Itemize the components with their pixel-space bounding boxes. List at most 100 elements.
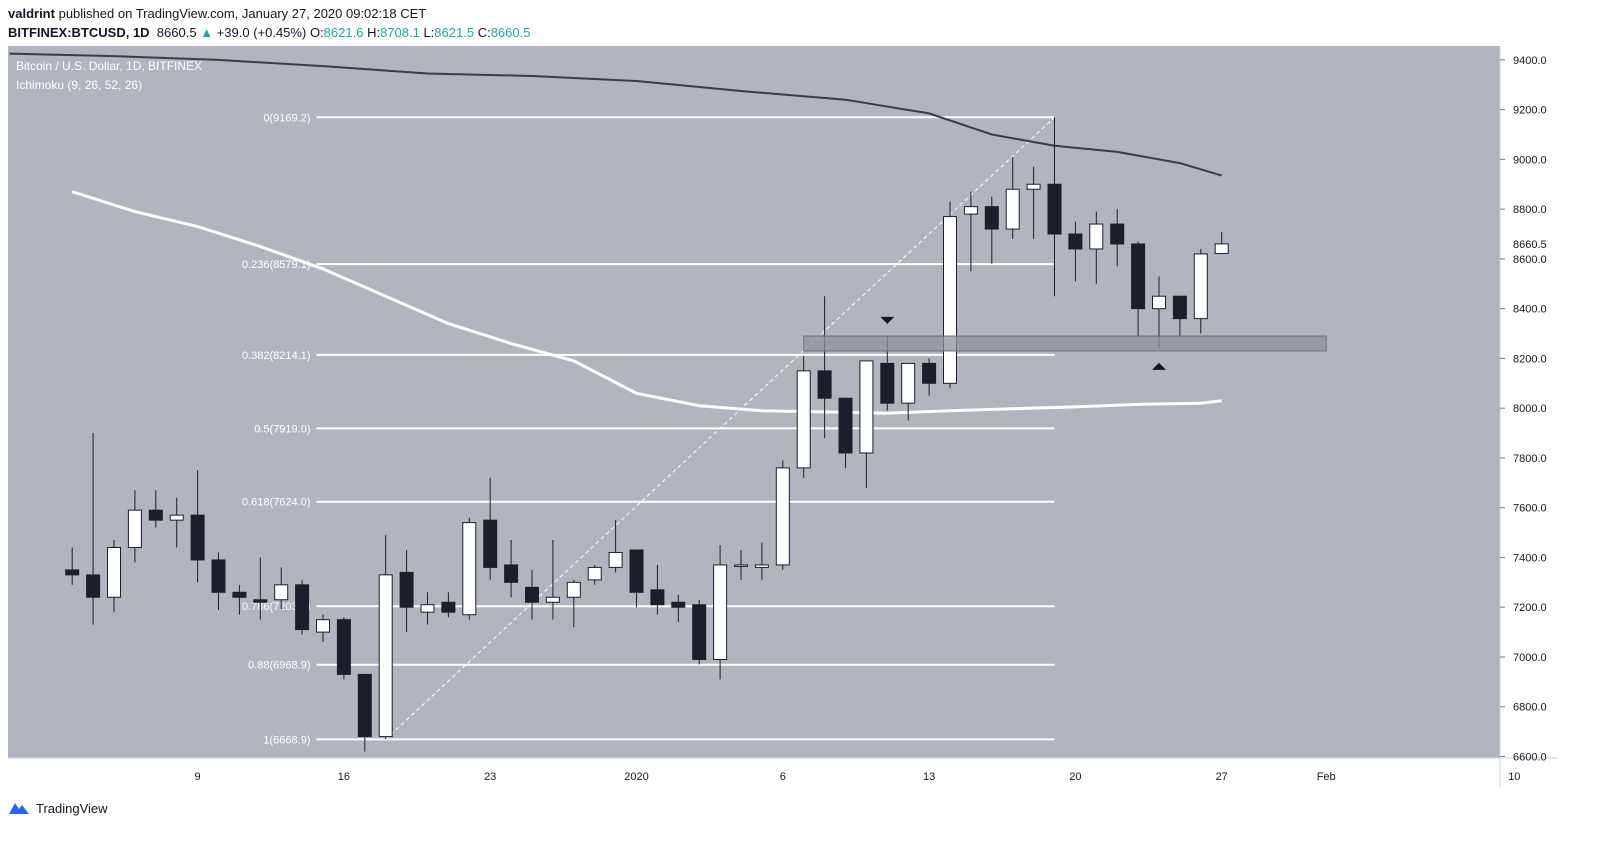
candle-body <box>1172 295 1187 320</box>
candle-down <box>86 433 101 625</box>
symbol-name[interactable]: BITFINEX:BTCUSD, 1D <box>8 25 150 40</box>
candle-down <box>211 552 226 610</box>
x-tick-label: 27 <box>1216 771 1228 783</box>
price-axis[interactable] <box>1500 46 1558 758</box>
candle-up <box>462 517 477 620</box>
publish-info: valdrint published on TradingView.com, J… <box>8 6 426 21</box>
candle-body <box>671 601 686 608</box>
tradingview-logo-icon[interactable] <box>8 800 30 816</box>
candle-body <box>901 362 916 404</box>
y-tick-label: 7400.0 <box>1513 552 1547 564</box>
candle-down <box>295 579 310 635</box>
fib-retracement[interactable]: 0(9169.2) 0.236(8579.1) 0.382(8214.1) 0.5(7… <box>242 112 1055 746</box>
candle-body <box>1131 243 1146 310</box>
candle-body <box>1005 188 1020 230</box>
candle-body <box>922 362 937 384</box>
candle-body <box>692 604 707 660</box>
candle-body <box>253 599 268 603</box>
candle-up <box>587 564 602 585</box>
open-label: O: <box>309 25 324 40</box>
candle-down <box>692 599 707 665</box>
candle-body <box>1214 243 1229 255</box>
candle-up <box>859 360 874 488</box>
candle-body <box>295 584 310 631</box>
y-tick-label: 8800.0 <box>1513 204 1547 216</box>
x-axis-labels: 9 16 23 2020 6 13 20 27 Feb 10 <box>195 771 1521 783</box>
candle-body <box>127 509 142 549</box>
x-tick-label: 6 <box>780 771 786 783</box>
candle-body <box>838 397 853 454</box>
candle-body <box>963 206 978 215</box>
y-tick-label: 9200.0 <box>1513 105 1547 117</box>
candle-body <box>420 604 435 613</box>
candle-body <box>859 360 874 454</box>
candle-body <box>399 571 414 608</box>
candle-body <box>984 206 999 230</box>
candle-up <box>545 540 560 620</box>
candle-up <box>420 592 435 625</box>
footer: TradingView <box>8 800 108 816</box>
candle-body <box>1089 223 1104 250</box>
candle-up <box>127 490 142 563</box>
candle-up <box>1089 211 1104 284</box>
y-tick-label: 7800.0 <box>1513 453 1547 465</box>
candle-down <box>148 490 163 528</box>
candle-down <box>504 540 519 598</box>
candle-down <box>357 673 372 752</box>
time-axis[interactable] <box>8 758 1558 788</box>
fib-level-label: 0(9169.2) <box>263 112 310 124</box>
candle-body <box>775 467 790 566</box>
y-tick-label: 7000.0 <box>1513 652 1547 664</box>
candle-down <box>1110 209 1125 267</box>
candle-down <box>525 569 539 620</box>
candle-body <box>817 370 832 399</box>
fib-level-label: 1(6668.9) <box>263 734 310 746</box>
candle-up <box>378 535 393 740</box>
candle-body <box>525 586 539 603</box>
candle-up <box>316 614 330 643</box>
candle-down <box>253 557 268 620</box>
fib-level-label: 0.236(8579.1) <box>242 259 311 271</box>
chart-pane[interactable] <box>8 46 1500 758</box>
y-tick-label: 9400.0 <box>1513 55 1547 67</box>
candle-down <box>441 592 456 618</box>
close-label: C: <box>477 25 491 40</box>
y-tick-label: 8600.0 <box>1513 254 1547 266</box>
candle-body <box>650 589 665 606</box>
footer-brand[interactable]: TradingView <box>36 800 108 816</box>
candle-body <box>754 564 769 568</box>
candle-up <box>608 520 623 573</box>
price-change: +39.0 (+0.45%) <box>216 25 307 40</box>
candle-body <box>232 591 247 598</box>
fib-trendline <box>385 116 1055 740</box>
candle-body <box>1026 183 1041 190</box>
candle-up <box>963 191 978 272</box>
x-tick-label: 20 <box>1069 771 1081 783</box>
candle-up <box>1193 248 1208 334</box>
candle-down <box>1047 117 1062 297</box>
y-tick-label: 9000.0 <box>1513 154 1547 166</box>
candle-down <box>190 470 205 583</box>
candle-up <box>274 567 289 610</box>
price-chart[interactable]: 0(9169.2) 0.236(8579.1) 0.382(8214.1) 0.5(7… <box>0 44 1597 790</box>
candle-up <box>169 497 184 548</box>
author-name[interactable]: valdrint <box>8 6 55 21</box>
dark-line <box>9 52 1222 177</box>
y-tick-label: 8000.0 <box>1513 403 1547 415</box>
y-tick-label: 6600.0 <box>1513 752 1547 764</box>
candle-body <box>357 673 372 738</box>
candle-down <box>838 397 853 468</box>
published-text: published on TradingView.com, January 27… <box>58 6 427 21</box>
x-tick-label: Feb <box>1317 771 1336 783</box>
fib-level-label: 0.618(7624.0) <box>242 497 311 509</box>
candle-body <box>1193 253 1208 320</box>
candle-body <box>169 514 184 521</box>
candle-down <box>984 196 999 264</box>
candle-down <box>65 547 80 585</box>
candle-down <box>399 549 414 633</box>
candle-down <box>1172 295 1187 337</box>
candle-down <box>922 358 937 396</box>
support-zone <box>803 335 1327 352</box>
change-up-icon: ▲ <box>200 25 214 40</box>
candle-body <box>713 564 728 660</box>
